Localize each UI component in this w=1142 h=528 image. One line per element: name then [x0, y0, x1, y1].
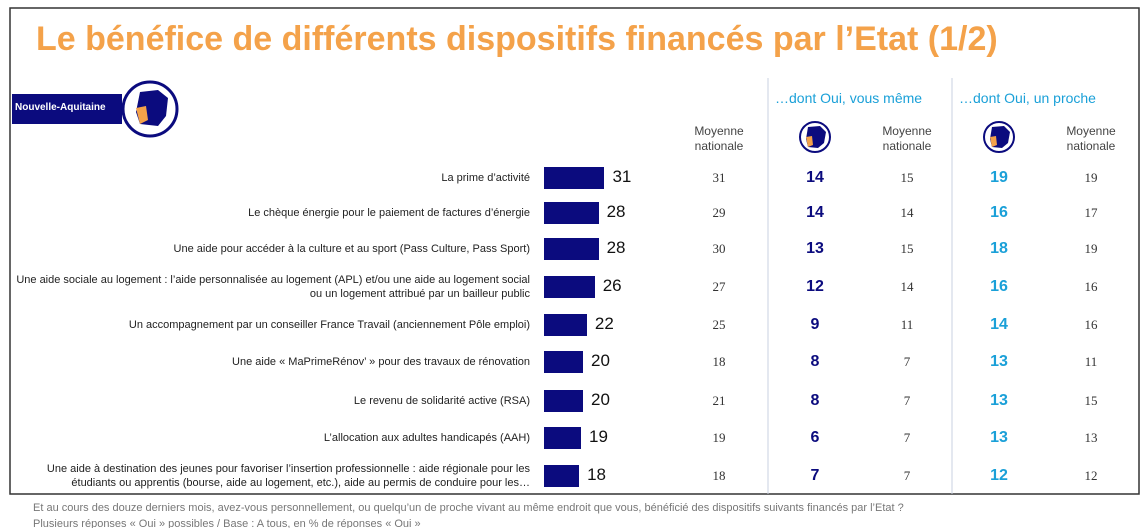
table-cell: 16 [1084, 279, 1098, 294]
table-cell: 19 [990, 169, 1008, 186]
table-cell: 12 [990, 467, 1008, 484]
column-header: Moyenne nationale [882, 124, 932, 153]
table-cell: 30 [712, 241, 726, 256]
table-cell: 19 [712, 430, 726, 445]
table-cell: 16 [990, 204, 1008, 221]
group-header: …dont Oui, vous même [775, 90, 923, 106]
table-cell: 12 [806, 278, 824, 295]
table-cell: 14 [806, 169, 824, 186]
table-cell: 18 [712, 468, 726, 483]
table-cell: 11 [1084, 354, 1098, 369]
bar [544, 351, 583, 373]
table-cell: 25 [712, 317, 726, 332]
table-cell: 8 [810, 353, 820, 370]
table-cell: 14 [990, 316, 1008, 333]
table-cell: 13 [806, 240, 824, 257]
category-label: Une aide « MaPrimeRénov’ » pour des trav… [232, 356, 530, 368]
bar [544, 167, 605, 189]
region-label: Nouvelle-Aquitaine [15, 102, 106, 113]
column-header: Moyenne nationale [694, 124, 744, 153]
table-cell: 27 [712, 279, 726, 294]
table-cell: 7 [903, 393, 911, 408]
data-label: 19 [589, 427, 608, 446]
bar [544, 390, 583, 412]
table-cell: 16 [990, 278, 1008, 295]
footnote: Et au cours des douze derniers mois, ave… [33, 502, 904, 514]
title: Le bénéfice de différents dispositifs fi… [36, 20, 998, 58]
table-cell: 13 [990, 353, 1008, 370]
table-cell: 13 [990, 429, 1008, 446]
table-cell: 7 [903, 468, 911, 483]
table-cell: 15 [900, 170, 914, 185]
category-label: La prime d’activité [441, 172, 530, 184]
table-cell: 7 [903, 354, 911, 369]
table-cell: 18 [712, 354, 726, 369]
data-label: 20 [591, 390, 610, 409]
table-cell: 15 [900, 241, 914, 256]
table-cell: 13 [990, 392, 1008, 409]
category-label: L’allocation aux adultes handicapés (AAH… [323, 432, 530, 444]
table-cell: 12 [1084, 468, 1098, 483]
category-label: Une aide à destination des jeunes pour f… [46, 463, 530, 489]
bar [544, 238, 599, 260]
region-box [12, 94, 122, 124]
icon [799, 121, 831, 153]
region-icon [121, 80, 179, 138]
category-label: Le revenu de solidarité active (RSA) [353, 395, 530, 407]
table-cell: 21 [712, 393, 726, 408]
bar [544, 202, 599, 224]
group-header: …dont Oui, un proche [959, 90, 1096, 106]
data-label: 20 [591, 351, 610, 370]
column-header: Moyenne nationale [1066, 124, 1116, 153]
table-cell: 31 [712, 170, 726, 185]
table-cell: 17 [1084, 205, 1098, 220]
data-label: 18 [587, 465, 607, 484]
table-cell: 29 [712, 205, 726, 220]
table-cell: 8 [810, 392, 820, 409]
footnote: Plusieurs réponses « Oui » possibles / B… [33, 518, 421, 528]
table-cell: 6 [810, 429, 820, 446]
icon [983, 121, 1015, 153]
table-cell: 18 [990, 240, 1008, 257]
bar [544, 314, 587, 336]
category-label: Le chèque énergie pour le paiement de fa… [248, 207, 530, 219]
table-cell: 13 [1084, 430, 1098, 445]
table-cell: 7 [903, 430, 911, 445]
bar [544, 427, 582, 449]
data-label: 28 [606, 202, 626, 221]
table-cell: 11 [900, 317, 914, 332]
data-label: 26 [602, 276, 622, 295]
category-label: Une aide pour accéder à la culture et au… [173, 243, 530, 255]
table-cell: 7 [810, 467, 820, 484]
bar [544, 276, 595, 298]
table-cell: 14 [806, 204, 824, 221]
bar [544, 465, 580, 487]
table-cell: 15 [1084, 393, 1098, 408]
table-cell: 9 [810, 316, 820, 333]
table-cell: 19 [1084, 170, 1098, 185]
data-label: 22 [594, 314, 614, 333]
table-cell: 14 [900, 205, 914, 220]
category-label: Une aide sociale au logement : l’aide pe… [16, 274, 530, 300]
data-label: 28 [606, 238, 626, 257]
category-label: Un accompagnement par un conseiller Fran… [128, 319, 530, 331]
table-cell: 19 [1084, 241, 1098, 256]
data-label: 31 [612, 167, 632, 186]
table-cell: 14 [900, 279, 914, 294]
table-cell: 16 [1084, 317, 1098, 332]
border [9, 7, 1140, 495]
